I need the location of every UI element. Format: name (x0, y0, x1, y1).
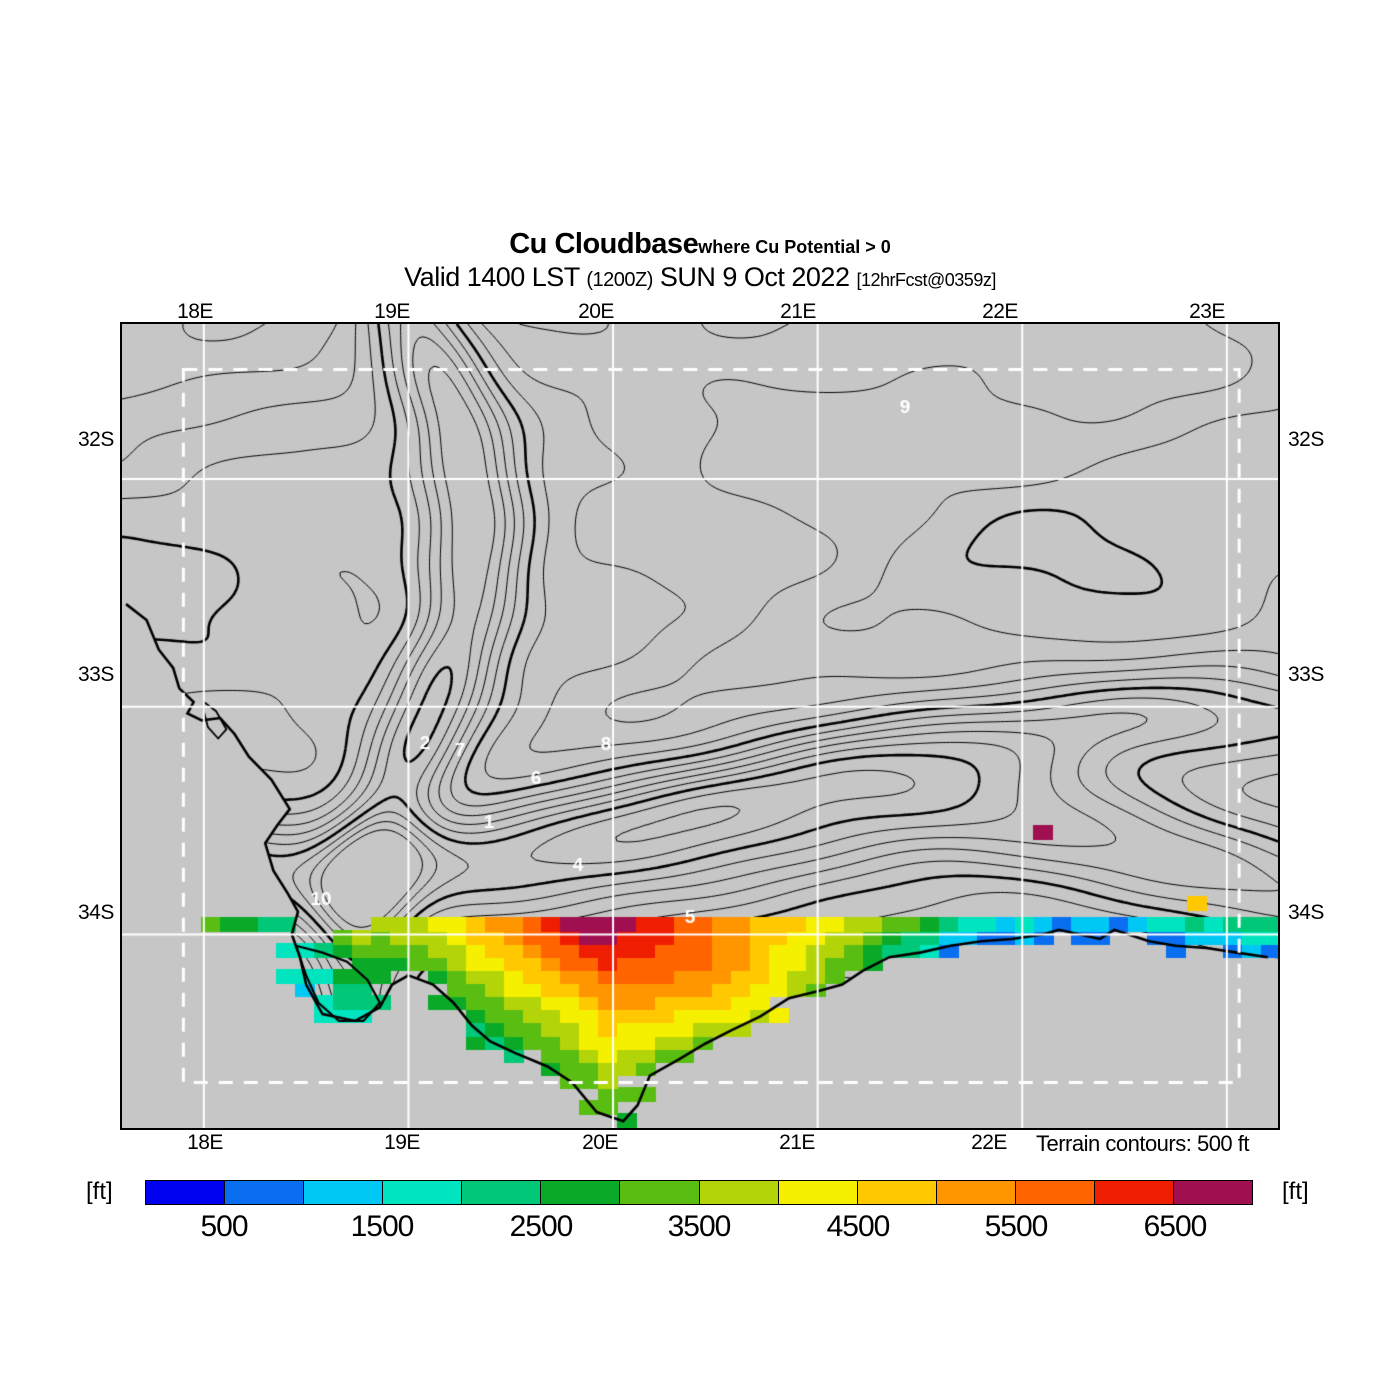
title-main: Cu Cloudbase (509, 228, 699, 260)
map-raster-canvas (122, 324, 1278, 1128)
colorbar-legend: [ft] [ft] 500 1500 2500 3500 4500 5500 6500 (0, 1178, 1400, 1250)
chart-title-block: Cu Cloudbasewhere Cu Potential > 0 Valid… (0, 228, 1400, 293)
colorbar-segment-3 (383, 1181, 463, 1204)
lat-tick-left-33S: 33S (78, 663, 114, 686)
valid-date: SUN 9 Oct 2022 (659, 262, 850, 292)
lon-tick-top-23E: 23E (1189, 300, 1225, 323)
lon-tick-top-19E: 19E (374, 300, 410, 323)
colorbar-tick-3500: 3500 (667, 1210, 732, 1243)
lon-tick-top-22E: 22E (982, 300, 1018, 323)
map-panel[interactable] (120, 322, 1280, 1130)
colorbar-segment-9 (857, 1181, 937, 1204)
lat-tick-left-34S: 34S (78, 901, 114, 924)
colorbar-tick-5500: 5500 (984, 1210, 1049, 1243)
lon-tick-bottom-20E: 20E (582, 1131, 618, 1154)
colorbar-segment-10 (936, 1181, 1016, 1204)
lat-tick-right-34S: 34S (1288, 901, 1324, 924)
forecast-tag: [12hrFcst@0359z] (856, 270, 996, 290)
colorbar-segment-2 (304, 1181, 384, 1204)
colorbar-segment-11 (1015, 1181, 1095, 1204)
colorbar-segment-5 (541, 1181, 621, 1204)
colorbar-tick-6500: 6500 (1143, 1210, 1208, 1243)
colorbar-segment-12 (1094, 1181, 1175, 1204)
title-secondary-line: Valid 1400 LST (1200Z) SUN 9 Oct 2022 [1… (0, 262, 1400, 293)
colorbar-gradient (145, 1180, 1253, 1205)
lon-tick-bottom-22E: 22E (971, 1131, 1007, 1154)
colorbar-segment-6 (620, 1181, 700, 1204)
colorbar-tick-2500: 2500 (509, 1210, 574, 1243)
valid-time-utc: (1200Z) (586, 269, 653, 291)
colorbar-segment-13 (1174, 1181, 1253, 1204)
lon-tick-bottom-19E: 19E (384, 1131, 420, 1154)
colorbar-unit-right: [ft] (1282, 1178, 1309, 1205)
colorbar-unit-left: [ft] (86, 1178, 113, 1205)
lat-tick-left-32S: 32S (78, 428, 114, 451)
lon-tick-top-21E: 21E (780, 300, 816, 323)
lon-tick-bottom-18E: 18E (187, 1131, 223, 1154)
colorbar-tick-1500: 1500 (350, 1210, 415, 1243)
lat-tick-right-33S: 33S (1288, 663, 1324, 686)
colorbar-segment-1 (225, 1181, 305, 1204)
lat-tick-right-32S: 32S (1288, 428, 1324, 451)
colorbar-tick-500: 500 (200, 1210, 248, 1243)
title-primary-line: Cu Cloudbasewhere Cu Potential > 0 (0, 228, 1400, 261)
lon-tick-top-20E: 20E (578, 300, 614, 323)
terrain-contour-note: Terrain contours: 500 ft (1036, 1131, 1250, 1156)
colorbar-segment-8 (778, 1181, 858, 1204)
colorbar-tick-4500: 4500 (826, 1210, 891, 1243)
colorbar-segment-4 (462, 1181, 542, 1204)
colorbar-segment-7 (699, 1181, 779, 1204)
lon-tick-bottom-21E: 21E (779, 1131, 815, 1154)
title-qualifier: where Cu Potential > 0 (698, 237, 891, 257)
colorbar-segment-0 (146, 1181, 226, 1204)
valid-time-label: Valid 1400 LST (404, 262, 580, 292)
lon-tick-top-18E: 18E (177, 300, 213, 323)
